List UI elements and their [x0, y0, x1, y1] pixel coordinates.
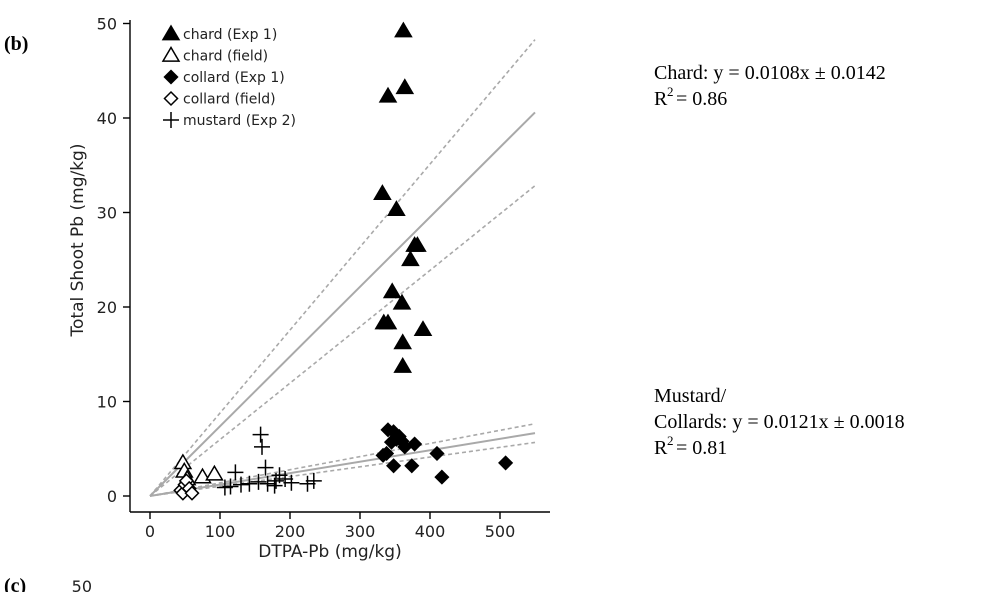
legend-label: mustard (Exp 2) [183, 113, 296, 129]
chard-upper-bound-line [149, 39, 536, 497]
data-point [407, 436, 423, 452]
fit-equation: Mustard/ [654, 385, 727, 407]
legend-marker [163, 90, 179, 107]
data-point [299, 475, 316, 492]
data-point [387, 200, 406, 217]
data-point [392, 293, 412, 310]
data-point [378, 313, 398, 330]
data-point [429, 445, 445, 462]
legend-label: collard (Exp 1) [183, 70, 285, 86]
fit-equation: Collards: y = 0.0121x ± 0.0018 [654, 411, 905, 433]
r-squared-label: R [654, 437, 668, 459]
data-point [413, 320, 433, 337]
legend-label: chard (field) [183, 49, 268, 65]
chard-fit-line [149, 111, 536, 497]
y-tick-label: 40 [97, 109, 117, 128]
y-tick-label: 20 [97, 298, 117, 317]
x-tick-label: 500 [485, 522, 516, 541]
data-point [393, 333, 413, 350]
data-point [252, 426, 269, 443]
legend-label: chard (Exp 1) [183, 27, 277, 43]
data-point [305, 472, 322, 489]
legend-marker [163, 69, 179, 85]
data-point [383, 434, 400, 450]
data-point [379, 445, 395, 462]
data-point [401, 250, 420, 267]
data-point [250, 473, 267, 490]
data-point [205, 464, 224, 481]
data-point [254, 438, 270, 455]
legend-marker [161, 46, 181, 62]
data-point [404, 458, 420, 474]
data-point [227, 464, 244, 481]
mustard-collards-fit-line [149, 432, 536, 497]
data-point [378, 86, 398, 103]
x-tick-label: 300 [345, 522, 376, 541]
data-point [277, 470, 294, 487]
data-point [394, 21, 413, 38]
x-axis-title: DTPA-Pb (mg/kg) [258, 542, 401, 562]
data-point [395, 78, 415, 95]
legend-marker [163, 112, 179, 128]
data-point [498, 455, 514, 471]
data-point [259, 475, 276, 492]
data-point [233, 476, 249, 493]
ticks: 0 100 200 300 400 500 0 10 20 30 40 50 [97, 15, 516, 542]
data-point [382, 282, 402, 299]
y-axis-title: Total Shoot Pb (mg/kg) [68, 144, 88, 338]
legend: chard (Exp 1) chard (field) collard (Exp 1… [161, 24, 296, 129]
data-point [184, 485, 200, 501]
next-panel-label: (c) [4, 575, 26, 592]
mustard-collards-lower-bound-line [149, 441, 536, 497]
data-point [241, 475, 258, 492]
r-squared-superscript: 2 [667, 84, 674, 99]
r-squared-label: R [654, 88, 668, 110]
data-point [386, 458, 402, 474]
panel-label: (b) [4, 33, 28, 55]
x-tick-label: 0 [145, 522, 155, 541]
fit-lines [149, 39, 536, 497]
data-point [257, 459, 274, 476]
r-squared-value: = 0.81 [676, 437, 727, 459]
data-point [222, 478, 239, 495]
next-panel-tick: 50 [72, 577, 92, 592]
x-tick-label: 200 [275, 522, 306, 541]
r-squared-value: = 0.86 [676, 88, 727, 110]
fit-equation: Chard: y = 0.0108x ± 0.0142 [654, 62, 886, 84]
legend-label: collard (field) [183, 92, 276, 108]
data-point [393, 357, 413, 373]
r-squared-superscript: 2 [667, 433, 674, 448]
x-tick-label: 400 [415, 522, 446, 541]
legend-marker [161, 24, 181, 41]
x-tick-label: 100 [205, 522, 236, 541]
y-tick-label: 10 [97, 393, 117, 412]
data-point [373, 184, 392, 200]
y-tick-label: 0 [107, 487, 117, 506]
axes [129, 20, 550, 513]
y-tick-label: 50 [97, 15, 117, 34]
data-point [408, 236, 427, 252]
chard-lower-bound-line [149, 185, 536, 497]
mustard-collards-upper-bound-line [149, 422, 536, 497]
data-point [283, 474, 300, 491]
y-tick-label: 30 [97, 204, 117, 223]
data-points [173, 21, 514, 501]
data-point [434, 469, 450, 485]
